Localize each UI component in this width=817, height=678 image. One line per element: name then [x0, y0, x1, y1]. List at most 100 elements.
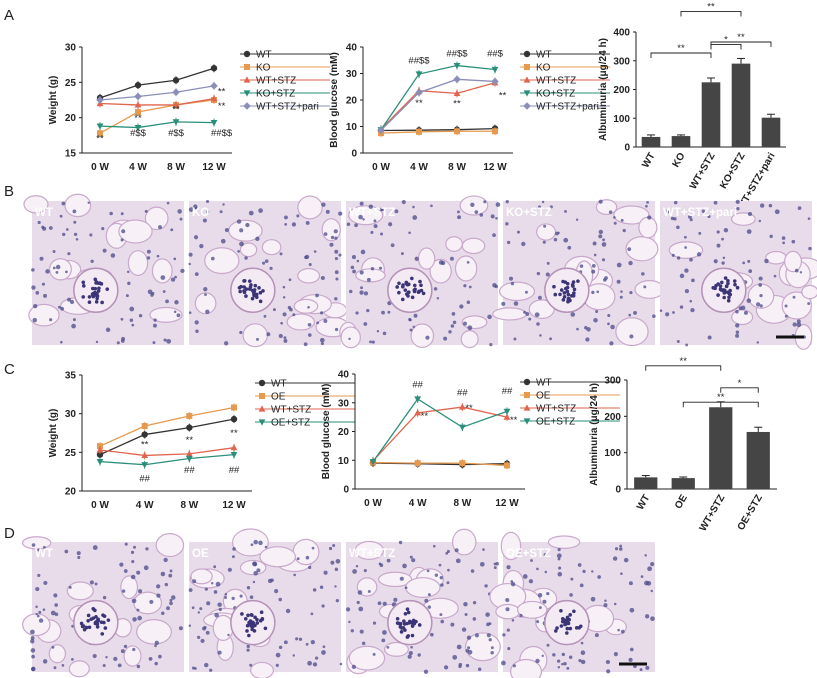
nucleus — [652, 314, 656, 318]
a3-y-axis-label: Albuminuria (μg/24 h) — [598, 38, 609, 141]
a1-significance-label: ** — [134, 113, 142, 124]
nucleus — [151, 291, 155, 296]
nucleus — [304, 254, 310, 260]
tubule-lumen — [48, 644, 67, 664]
nucleus — [210, 256, 215, 261]
nucleus — [440, 583, 444, 587]
nucleus — [129, 306, 135, 312]
glomerular-nucleus — [412, 283, 417, 288]
nucleus — [285, 608, 291, 614]
nucleus — [463, 601, 468, 607]
nucleus — [296, 557, 300, 561]
nucleus — [359, 290, 364, 295]
nucleus — [154, 640, 159, 646]
a1-marker-ko — [135, 109, 141, 116]
nucleus — [404, 586, 408, 590]
nucleus — [647, 566, 652, 572]
nucleus — [153, 318, 157, 322]
nucleus — [427, 593, 431, 597]
c1-marker-wt — [96, 451, 104, 458]
nucleus — [87, 201, 90, 204]
nucleus — [269, 266, 273, 270]
glomerular-nucleus — [402, 619, 406, 623]
a3-bar-wt-stz-pari — [761, 117, 781, 147]
tubule-lumen — [536, 223, 557, 241]
nucleus — [52, 266, 56, 270]
nucleus — [193, 235, 199, 240]
a1-series-line-wt — [99, 67, 215, 99]
glomerular-nucleus — [81, 295, 86, 299]
tubule-lumen — [405, 577, 441, 598]
nucleus — [315, 293, 319, 298]
c1-series-line-wt — [99, 418, 235, 456]
nucleus — [408, 318, 412, 322]
nucleus — [502, 633, 506, 637]
nucleus — [376, 330, 380, 333]
nucleus — [161, 611, 165, 615]
nucleus — [747, 259, 751, 263]
nucleus — [643, 285, 647, 289]
glomerular-nucleus — [576, 279, 580, 283]
nucleus — [246, 644, 250, 649]
nucleus — [513, 301, 519, 306]
nucleus — [33, 303, 38, 309]
nucleus — [89, 233, 93, 237]
nucleus — [352, 269, 356, 274]
nucleus — [262, 261, 266, 265]
nucleus — [554, 231, 559, 236]
glomerular-nucleus — [246, 613, 250, 618]
a2-x-tick-label: 4 W — [410, 162, 428, 173]
nucleus — [807, 302, 811, 306]
nucleus — [53, 593, 58, 598]
nucleus — [742, 261, 746, 265]
nucleus — [206, 210, 210, 214]
nucleus — [452, 320, 457, 325]
nucleus — [42, 545, 46, 549]
nucleus — [380, 232, 384, 236]
nucleus — [131, 323, 135, 327]
nucleus — [670, 216, 675, 221]
a2-marker-ko — [454, 128, 460, 135]
glomerular-nucleus — [249, 613, 254, 617]
nucleus — [781, 236, 786, 240]
a3-y-tick-label: 200 — [613, 85, 630, 96]
nucleus — [71, 323, 76, 329]
a1-marker-wt — [210, 65, 218, 72]
nucleus — [537, 593, 543, 598]
nucleus — [138, 589, 143, 594]
glomerular-nucleus — [401, 283, 405, 287]
nucleus — [448, 330, 452, 334]
nucleus — [438, 260, 444, 265]
nucleus — [679, 273, 685, 279]
glomerular-nucleus — [571, 280, 576, 284]
glomerular-nucleus — [568, 626, 573, 631]
nucleus — [255, 236, 260, 241]
nucleus — [616, 262, 622, 268]
nucleus — [321, 650, 326, 655]
nucleus — [312, 588, 317, 592]
nucleus — [68, 585, 72, 589]
nucleus — [120, 212, 124, 216]
c2-marker-wt-stz — [503, 413, 511, 420]
nucleus — [505, 607, 510, 612]
nucleus — [72, 318, 76, 322]
glomerular-nucleus — [405, 607, 410, 611]
nucleus — [145, 547, 149, 551]
nucleus — [77, 555, 81, 560]
glomerular-nucleus — [723, 276, 728, 280]
nucleus — [439, 576, 443, 580]
nucleus — [203, 287, 208, 292]
nucleus — [194, 206, 198, 210]
nucleus — [53, 666, 57, 670]
c1-y-tick-label: 30 — [65, 409, 77, 420]
nucleus — [59, 214, 63, 218]
a3-significance-label: * — [724, 34, 728, 45]
nucleus — [644, 554, 647, 557]
nucleus — [602, 278, 607, 282]
nucleus — [685, 343, 689, 347]
c1-x-tick-label: 12 W — [222, 500, 246, 511]
a2-marker-ko-stz — [453, 62, 461, 70]
nucleus — [398, 540, 403, 545]
glomerular-nucleus — [726, 279, 730, 283]
a1-legend-label-wt-stz: WT+STZ — [256, 76, 296, 87]
